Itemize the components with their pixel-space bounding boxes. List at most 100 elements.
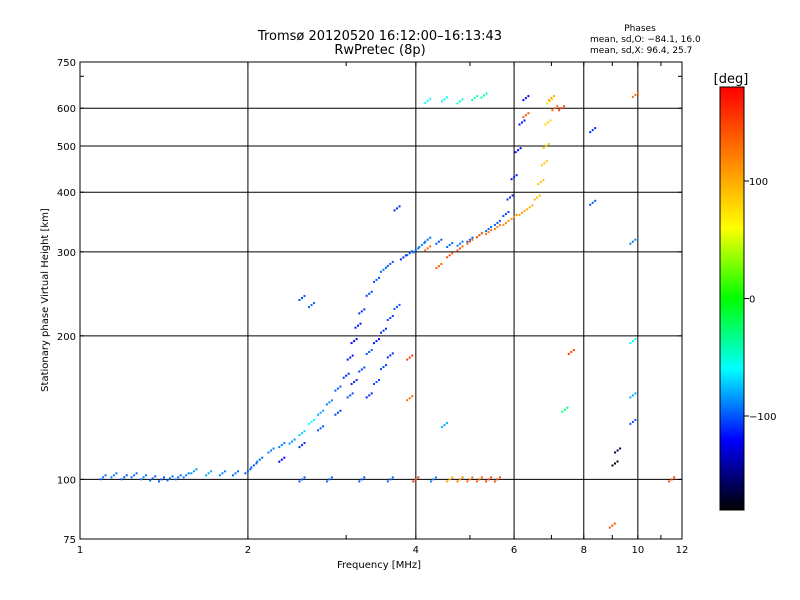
x-tick-label: 4 — [413, 545, 419, 556]
data-point — [456, 102, 459, 105]
data-point — [298, 446, 301, 449]
data-point — [485, 233, 488, 236]
data-point — [468, 478, 471, 481]
data-point — [404, 254, 407, 257]
data-point — [471, 236, 474, 239]
data-point — [319, 411, 322, 414]
data-point — [456, 480, 459, 483]
data-point — [536, 196, 539, 199]
data-point — [237, 470, 239, 473]
data-point — [451, 242, 454, 244]
data-point — [543, 162, 546, 165]
data-point — [448, 244, 451, 246]
data-point — [350, 383, 353, 385]
data-point — [325, 403, 328, 406]
data-point — [547, 143, 550, 145]
data-point — [459, 242, 461, 245]
data-point — [673, 476, 676, 479]
data-point — [349, 356, 352, 359]
data-point — [553, 107, 556, 110]
data-point — [524, 97, 527, 100]
data-point — [523, 119, 526, 122]
data-point — [378, 379, 380, 381]
colorbar-tick-label: −100 — [749, 412, 776, 423]
phases-stat-x: mean, sd,X: 96.4, 25.7 — [590, 46, 692, 56]
data-point — [668, 480, 671, 483]
y-axis-label: Stationary phase Virtual Height [km] — [40, 208, 51, 392]
data-point — [351, 392, 354, 395]
data-point — [522, 99, 525, 102]
data-point — [517, 149, 520, 152]
data-point — [446, 480, 449, 483]
data-point — [440, 426, 443, 429]
data-point — [272, 447, 275, 450]
data-point — [511, 194, 514, 197]
data-point — [360, 478, 363, 481]
data-point — [417, 247, 420, 250]
data-point — [475, 236, 478, 239]
data-point — [539, 181, 542, 184]
data-point — [177, 476, 180, 479]
data-point — [396, 305, 398, 308]
data-point — [461, 240, 464, 243]
data-point — [670, 478, 673, 481]
data-point — [380, 270, 382, 273]
data-point — [510, 217, 513, 220]
data-point — [551, 98, 554, 101]
data-point — [345, 374, 348, 377]
data-point — [135, 472, 138, 475]
data-point — [631, 240, 634, 243]
data-point — [386, 356, 389, 359]
data-point — [461, 98, 464, 101]
data-point — [256, 460, 259, 463]
data-point — [426, 247, 429, 250]
phases-title: Phases — [624, 24, 656, 34]
data-point — [99, 478, 102, 481]
data-point — [504, 221, 507, 224]
data-point — [391, 352, 394, 355]
data-point — [360, 310, 363, 313]
data-point — [365, 353, 368, 355]
data-point — [288, 442, 291, 445]
data-point — [386, 319, 389, 321]
y-tick-label: 500 — [57, 142, 76, 153]
data-point — [179, 474, 182, 477]
data-point — [466, 480, 469, 483]
data-point — [485, 92, 488, 95]
data-point — [102, 476, 105, 479]
data-point — [496, 478, 499, 481]
data-point — [336, 387, 339, 390]
y-tick-label: 300 — [57, 248, 76, 259]
data-point — [556, 105, 559, 108]
data-point — [330, 476, 333, 479]
data-point — [339, 409, 342, 412]
data-point — [232, 474, 234, 477]
x-tick-label: 6 — [511, 545, 517, 556]
data-point — [456, 249, 459, 252]
data-point — [521, 211, 523, 214]
y-tick-label: 200 — [57, 332, 76, 343]
data-point — [373, 383, 375, 385]
data-point — [278, 460, 281, 463]
data-point — [542, 179, 545, 182]
data-point — [339, 385, 342, 388]
data-point — [518, 123, 521, 126]
x-tick-label: 1 — [77, 545, 83, 556]
data-point — [544, 123, 547, 126]
data-point — [363, 308, 366, 311]
data-point — [611, 524, 614, 527]
data-point — [322, 425, 325, 428]
chart-subtitle: RwPretec (8p) — [334, 43, 425, 58]
data-point — [527, 112, 530, 115]
data-point — [353, 381, 356, 383]
data-point — [614, 462, 616, 465]
data-point — [252, 464, 255, 467]
data-point — [142, 476, 145, 479]
data-point — [347, 372, 350, 375]
data-point — [360, 368, 363, 371]
data-point — [389, 478, 392, 481]
y-axis-ticks: 75 100 200 300 400 500 600 750 — [57, 58, 682, 546]
data-point — [250, 466, 253, 469]
data-point — [629, 422, 632, 425]
data-point — [325, 480, 328, 483]
